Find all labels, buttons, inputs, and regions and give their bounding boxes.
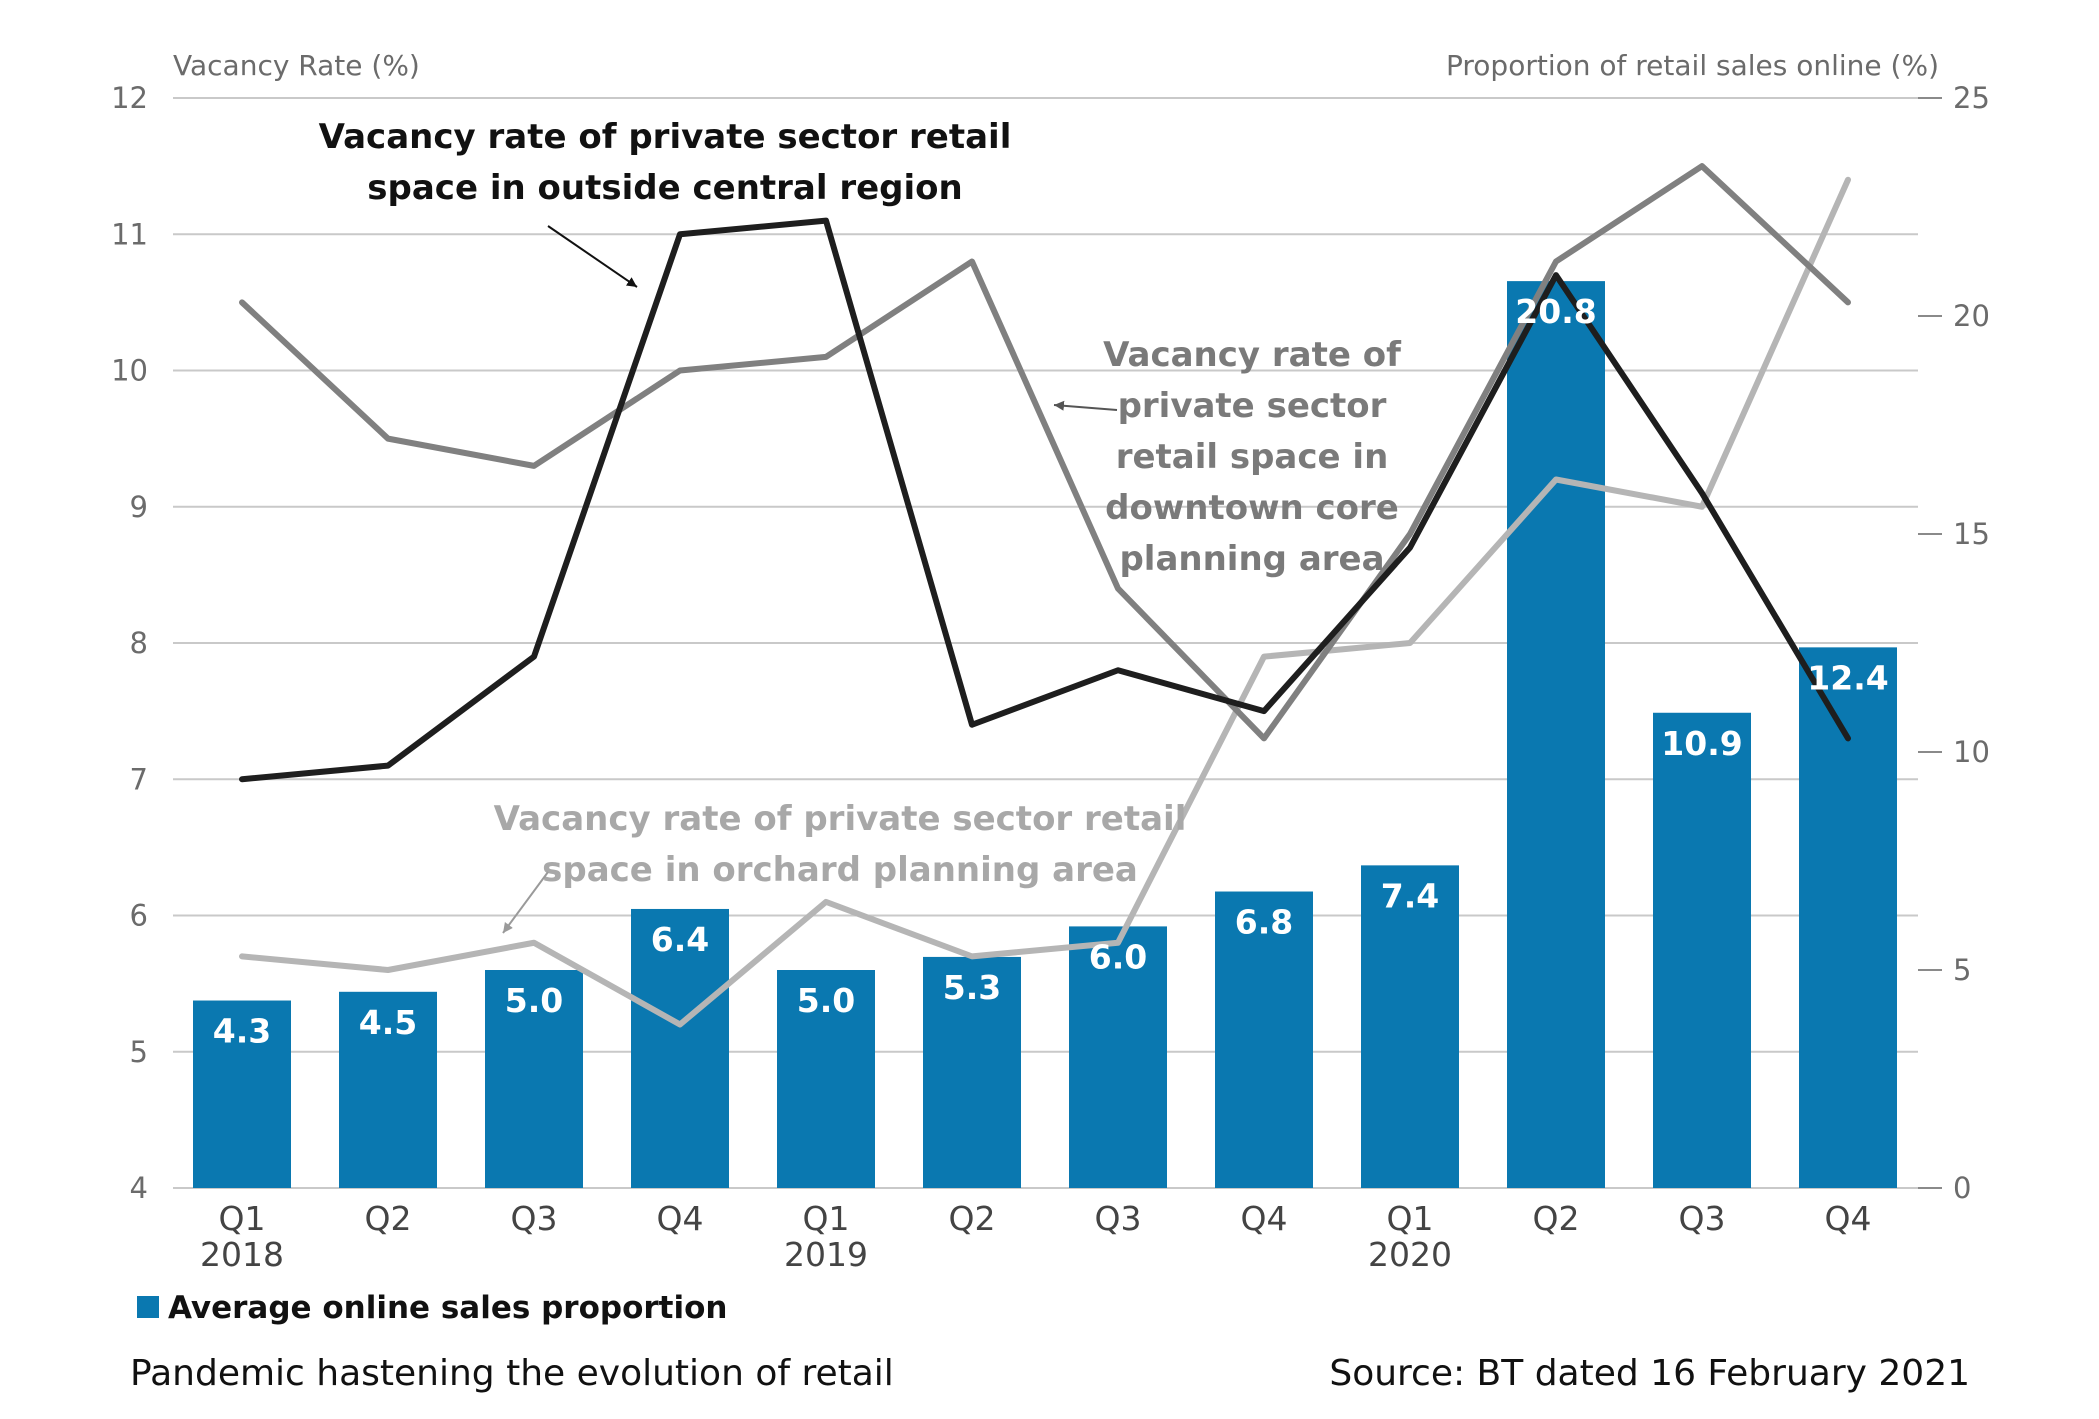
- bar: [339, 991, 437, 1188]
- annotation-orchard: Vacancy rate of private sector retail sp…: [494, 799, 1187, 934]
- bar-value-label: 7.4: [1381, 876, 1439, 915]
- x-axis-ticks: Q1 Q2 Q3 Q4 Q1 Q2 Q3 Q4 Q1 Q2 Q3 Q4 2018 2019 2020: [200, 1199, 1871, 1274]
- bar-series: [193, 281, 1897, 1188]
- bar: [485, 970, 583, 1188]
- right-tick-label: 0: [1953, 1171, 1971, 1205]
- bar-value-label: 10.9: [1661, 724, 1742, 763]
- left-tick-label: 7: [130, 762, 148, 796]
- bar: [1799, 647, 1897, 1188]
- right-tick-label: 25: [1953, 81, 1990, 115]
- line-series-0: [239, 217, 1851, 783]
- right-tick-label: 5: [1953, 953, 1971, 987]
- bar-value-label: 5.0: [797, 981, 855, 1020]
- legend: Average online sales proportion: [137, 1290, 727, 1326]
- x-tick-label: Q2: [949, 1199, 996, 1238]
- line-series-1: [239, 163, 1851, 742]
- annotation-downtown-line-1: Vacancy rate of: [1103, 335, 1402, 375]
- bar: [193, 1000, 291, 1188]
- x-tick-label: Q4: [1241, 1199, 1288, 1238]
- left-tick-label: 10: [111, 354, 148, 388]
- annotation-outside-central: Vacancy rate of private sector retail sp…: [319, 117, 1012, 288]
- x-tick-label: Q4: [1825, 1199, 1872, 1238]
- x-year-label: 2018: [200, 1235, 284, 1274]
- left-tick-label: 6: [130, 899, 148, 933]
- left-tick-label: 5: [130, 1035, 148, 1069]
- bar-value-labels: 4.3 4.5 5.0 6.4 5.0 5.3 6.0 6.8 7.4 20.8 10.9 12.4: [213, 292, 1889, 1050]
- annotation-orchard-line-1: Vacancy rate of private sector retail: [494, 799, 1187, 839]
- right-tick-label: 10: [1953, 735, 1990, 769]
- chart-source: Source: BT dated 16 February 2021: [1329, 1353, 1970, 1394]
- x-year-label: 2019: [784, 1235, 868, 1274]
- line-series: [239, 163, 1851, 1028]
- bar-value-label: 6.8: [1235, 903, 1293, 942]
- x-tick-label: Q4: [657, 1199, 704, 1238]
- bar: [631, 908, 729, 1188]
- left-tick-label: 9: [130, 490, 148, 524]
- annotation-downtown-line-4: downtown core: [1105, 488, 1399, 528]
- bar: [777, 970, 875, 1188]
- x-tick-label: Q3: [1679, 1199, 1726, 1238]
- x-tick-label: Q3: [511, 1199, 558, 1238]
- bar: [1653, 712, 1751, 1188]
- bar-value-label: 6.0: [1089, 937, 1147, 976]
- annotation-outside-central-arrow: [547, 225, 638, 288]
- annotation-orchard-line-2: space in orchard planning area: [542, 850, 1138, 890]
- chart-caption: Pandemic hastening the evolution of reta…: [130, 1353, 894, 1394]
- legend-swatch: [137, 1296, 159, 1318]
- annotation-outside-central-line-2: space in outside central region: [367, 168, 962, 208]
- x-tick-label: Q3: [1095, 1199, 1142, 1238]
- left-tick-label: 4: [130, 1171, 148, 1205]
- right-tick-label: 15: [1953, 517, 1990, 551]
- bar: [1507, 281, 1605, 1188]
- left-tick-label: 11: [111, 217, 148, 251]
- bar-value-label: 20.8: [1515, 292, 1596, 331]
- bar-value-label: 5.0: [505, 981, 563, 1020]
- bar: [1215, 891, 1313, 1188]
- annotation-downtown-line-3: retail space in: [1116, 437, 1389, 477]
- bar: [923, 956, 1021, 1188]
- x-tick-label: Q1: [1387, 1199, 1434, 1238]
- left-axis-title: Vacancy Rate (%): [173, 49, 420, 82]
- x-tick-label: Q2: [1533, 1199, 1580, 1238]
- bar: [1069, 926, 1167, 1188]
- legend-label: Average online sales proportion: [168, 1290, 727, 1326]
- annotation-outside-central-line-1: Vacancy rate of private sector retail: [319, 117, 1012, 157]
- bar-value-label: 4.5: [359, 1003, 417, 1042]
- annotation-downtown-line-2: private sector: [1118, 386, 1387, 426]
- x-tick-label: Q2: [365, 1199, 412, 1238]
- annotation-downtown-arrow: [1053, 400, 1118, 411]
- right-axis-ticks: 0 5 10 15 20 25: [1918, 81, 1990, 1205]
- bar-value-label: 4.3: [213, 1012, 271, 1051]
- left-axis-ticks: 4 5 6 7 8 9 10 11 12: [111, 81, 148, 1205]
- x-year-label: 2020: [1368, 1235, 1452, 1274]
- right-tick-label: 20: [1953, 299, 1990, 333]
- grid-lines: [173, 97, 1918, 1189]
- bar-value-label: 5.3: [943, 968, 1001, 1007]
- x-tick-label: Q1: [803, 1199, 850, 1238]
- bar: [1361, 865, 1459, 1188]
- bar-value-label: 12.4: [1807, 658, 1888, 697]
- left-tick-label: 12: [111, 81, 148, 115]
- left-tick-label: 8: [130, 626, 148, 660]
- annotation-downtown-line-5: planning area: [1119, 539, 1384, 579]
- annotation-downtown: Vacancy rate of private sector retail sp…: [1053, 335, 1402, 579]
- right-axis-title: Proportion of retail sales online (%): [1446, 49, 1939, 82]
- x-tick-label: Q1: [219, 1199, 266, 1238]
- bar-value-label: 6.4: [651, 920, 709, 959]
- line-series-2: [239, 176, 1851, 1028]
- annotation-orchard-arrow: [502, 871, 549, 934]
